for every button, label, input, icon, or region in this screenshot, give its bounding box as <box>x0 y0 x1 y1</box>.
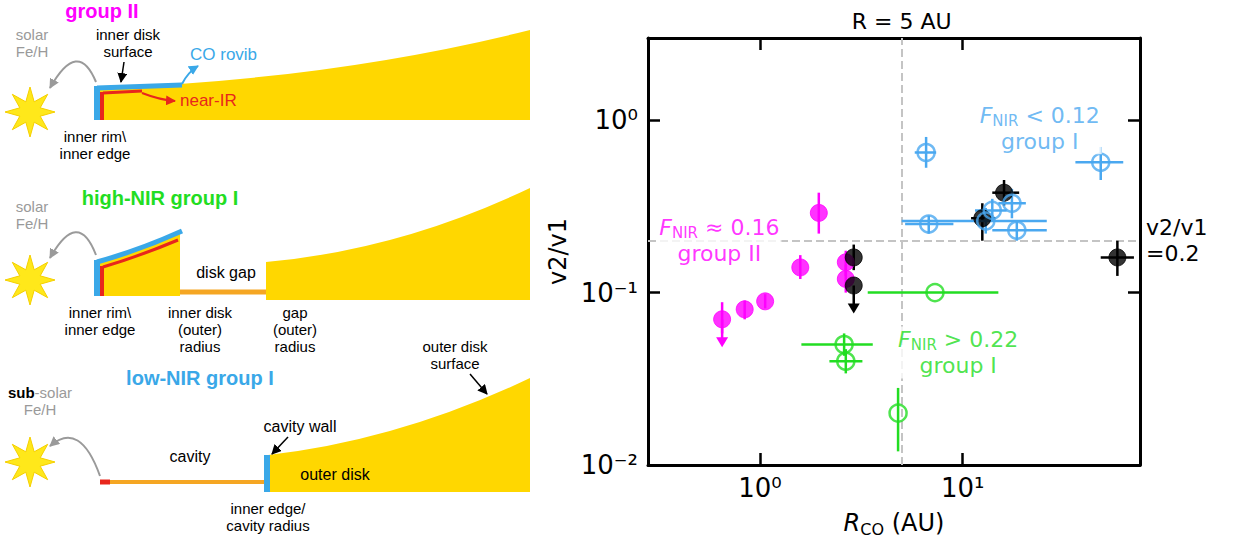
svg-text:group I: group I <box>919 353 996 378</box>
svg-text:solar: solar <box>16 198 49 215</box>
svg-text:radius: radius <box>180 338 221 355</box>
svg-text:(outer): (outer) <box>273 321 317 338</box>
svg-text:Fe/H: Fe/H <box>16 43 49 60</box>
svg-text:inner disk: inner disk <box>96 26 161 43</box>
svg-text:≈ 0.16: ≈ 0.16 <box>698 215 779 240</box>
svg-text:group II: group II <box>677 241 761 266</box>
svg-text:NIR: NIR <box>672 224 698 242</box>
svg-text:disk gap: disk gap <box>196 264 256 281</box>
svg-text:inner edge/: inner edge/ <box>230 500 306 517</box>
svg-text:F: F <box>659 215 672 240</box>
svg-text:cavity wall: cavity wall <box>264 418 337 435</box>
svg-text:group II: group II <box>65 0 138 22</box>
svg-text:R = 5 AU: R = 5 AU <box>852 9 952 34</box>
svg-text:high-NIR group I: high-NIR group I <box>82 187 239 209</box>
svg-text:Fe/H: Fe/H <box>16 215 49 232</box>
svg-text:R: R <box>844 509 861 537</box>
svg-text:surface: surface <box>430 355 479 372</box>
svg-text:solar: solar <box>16 26 49 43</box>
svg-text:10⁻²: 10⁻² <box>581 450 638 480</box>
svg-text:cavity: cavity <box>170 448 211 465</box>
svg-text:CO: CO <box>860 520 884 539</box>
svg-text:radius: radius <box>275 338 316 355</box>
svg-text:outer disk: outer disk <box>300 466 370 483</box>
svg-text:(outer): (outer) <box>178 321 222 338</box>
svg-text:v2/v1: v2/v1 <box>1146 215 1207 240</box>
svg-text:> 0.22: > 0.22 <box>937 327 1018 352</box>
svg-text:10⁰: 10⁰ <box>594 105 638 135</box>
svg-text:sub-solar: sub-solar <box>8 384 72 401</box>
svg-text:inner rim\: inner rim\ <box>69 304 132 321</box>
svg-text:NIR: NIR <box>992 112 1018 130</box>
svg-text:inner edge: inner edge <box>65 321 136 338</box>
svg-text:near-IR: near-IR <box>180 91 237 110</box>
svg-text:inner disk: inner disk <box>168 304 233 321</box>
svg-text:group I: group I <box>1001 129 1078 154</box>
svg-text:cavity radius: cavity radius <box>226 517 309 534</box>
svg-text:low-NIR group I: low-NIR group I <box>126 367 274 389</box>
svg-text:inner edge: inner edge <box>60 145 131 162</box>
svg-text:v2/v1: v2/v1 <box>544 218 572 285</box>
svg-text:gap: gap <box>282 304 307 321</box>
svg-text:F: F <box>980 103 993 128</box>
svg-text:=0.2: =0.2 <box>1146 241 1199 266</box>
svg-text:NIR: NIR <box>911 336 937 354</box>
svg-text:10⁰: 10⁰ <box>738 473 782 503</box>
svg-text:surface: surface <box>103 43 152 60</box>
svg-text:inner rim\: inner rim\ <box>64 128 127 145</box>
svg-text:10⁻¹: 10⁻¹ <box>581 278 638 308</box>
svg-text:outer disk: outer disk <box>422 338 488 355</box>
svg-text:(AU): (AU) <box>884 509 944 537</box>
svg-text:F: F <box>898 327 911 352</box>
svg-text:Fe/H: Fe/H <box>24 401 57 418</box>
svg-text:10¹: 10¹ <box>941 473 985 503</box>
svg-text:CO rovib: CO rovib <box>190 45 257 64</box>
svg-text:< 0.12: < 0.12 <box>1018 103 1099 128</box>
